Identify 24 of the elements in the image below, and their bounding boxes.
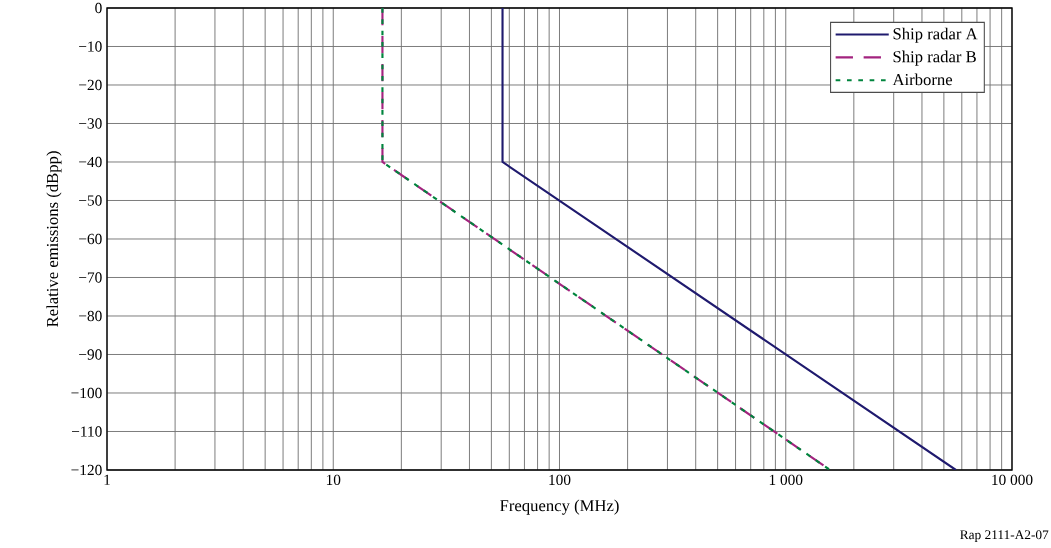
y-tick-label: −60 bbox=[79, 233, 102, 245]
x-tick-label: 1 bbox=[104, 474, 110, 485]
y-tick-label: −100 bbox=[71, 387, 102, 399]
y-axis-title: Relative emissions (dBpp) bbox=[46, 151, 62, 327]
legend-label: Ship radar B bbox=[893, 50, 976, 66]
y-tick-label: −30 bbox=[79, 118, 102, 129]
legend-label: Airborne bbox=[892, 73, 953, 86]
y-tick-label: −120 bbox=[71, 464, 102, 476]
y-tick-label: 0 bbox=[95, 2, 102, 14]
y-tick-label: −40 bbox=[79, 156, 102, 168]
x-tick-label: 100 bbox=[549, 474, 571, 486]
y-tick-label: −70 bbox=[79, 272, 102, 283]
legend-label: Ship radar A bbox=[893, 27, 978, 43]
x-tick-label: 10 bbox=[326, 474, 341, 486]
x-tick-label: 1 000 bbox=[769, 474, 803, 486]
y-tick-label: −110 bbox=[71, 426, 102, 437]
y-tick-label: −90 bbox=[79, 349, 102, 360]
x-tick-label: 10 000 bbox=[992, 474, 1033, 486]
y-tick-label: −10 bbox=[79, 41, 102, 52]
y-tick-label: −80 bbox=[79, 310, 102, 322]
text: Rap 2111-A2-07 bbox=[960, 530, 1049, 542]
x-axis-title: Frequency (MHz) bbox=[500, 499, 619, 515]
y-tick-label: −50 bbox=[79, 195, 102, 206]
y-tick-label: −20 bbox=[79, 79, 102, 91]
